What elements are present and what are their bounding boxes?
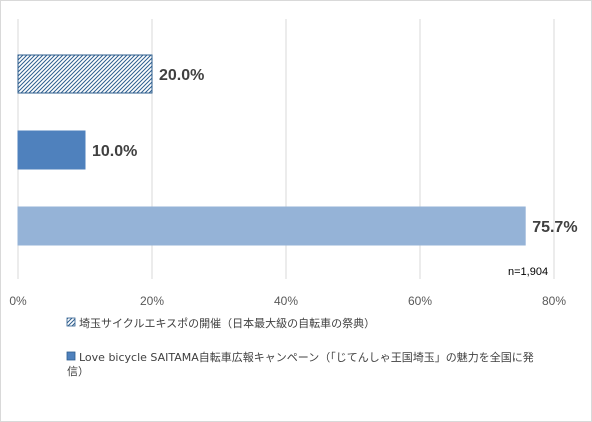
data-label: 75.7% xyxy=(532,219,577,236)
legend-label: 埼玉サイクルエキスポの開催（日本最大級の自転車の祭典） xyxy=(79,316,375,330)
data-label: 10.0% xyxy=(92,143,137,160)
legend-swatch xyxy=(66,351,76,361)
x-tick-label: 80% xyxy=(542,294,566,308)
sample-size-note: n=1,904 xyxy=(508,266,548,278)
legend-label: 信） xyxy=(67,365,89,378)
legend-label: Love bicycle SAITAMA自転車広報キャンペーン（「じてんしゃ王国… xyxy=(79,350,534,364)
x-tick-label: 60% xyxy=(408,294,432,308)
x-tick-label: 20% xyxy=(140,294,164,308)
x-tick-label: 0% xyxy=(9,294,27,308)
data-label: 20.0% xyxy=(159,67,204,84)
bar xyxy=(17,206,526,246)
bar xyxy=(17,54,153,94)
bar xyxy=(17,130,86,170)
legend-swatch xyxy=(66,317,76,327)
x-tick-label: 40% xyxy=(274,294,298,308)
